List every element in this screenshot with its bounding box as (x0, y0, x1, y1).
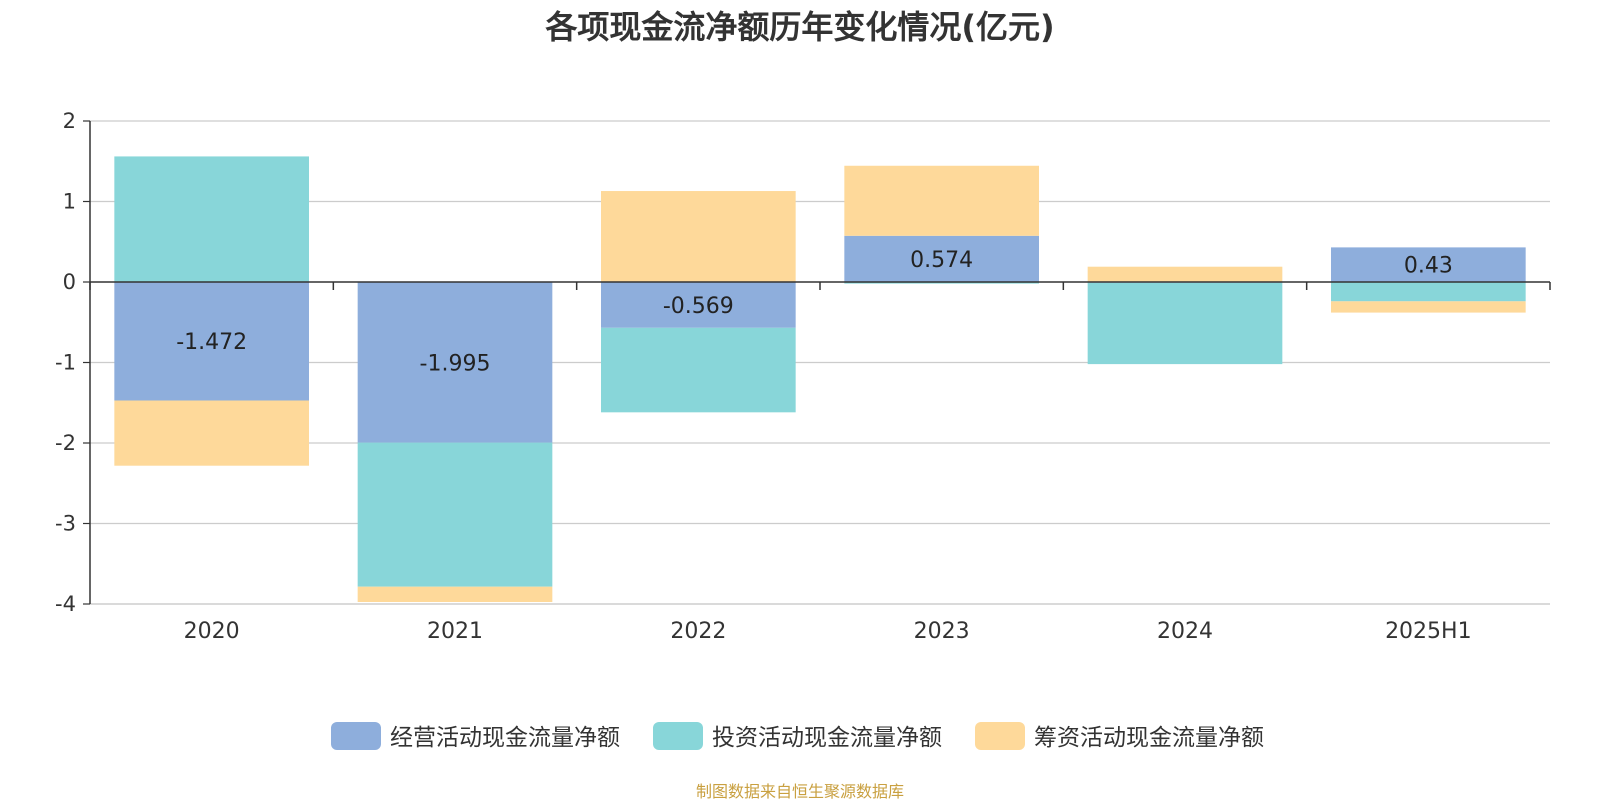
y-tick-label: 0 (63, 270, 76, 294)
y-tick-label: 2 (63, 109, 76, 133)
legend-swatch (975, 722, 1025, 750)
bar-segment (1087, 282, 1283, 365)
bar-segment (114, 156, 309, 282)
bar-segment (1331, 301, 1526, 313)
data-label: -0.569 (663, 294, 734, 319)
source-note: 制图数据来自恒生聚源数据库 (696, 782, 904, 800)
data-label: 0.574 (910, 248, 973, 273)
bar-segment (601, 191, 796, 282)
bar-segment (601, 282, 796, 328)
legend-label: 投资活动现金流量净额 (712, 725, 942, 751)
bar-segment (1331, 247, 1526, 282)
bar-segment (601, 327, 796, 413)
x-tick-label: 2021 (427, 619, 483, 644)
x-tick-label: 2020 (184, 619, 240, 644)
bar-segment (114, 282, 309, 401)
x-tick-label: 2023 (914, 619, 970, 644)
bar-segment (1331, 282, 1526, 302)
x-tick-label: 2022 (670, 619, 726, 644)
y-tick-label: -4 (55, 592, 76, 616)
legend-label: 经营活动现金流量净额 (390, 725, 620, 751)
bar-segment (357, 442, 553, 587)
y-tick-label: -1 (55, 351, 76, 375)
bar-segment (357, 586, 553, 602)
bar-segment (844, 282, 1039, 284)
y-tick-label: -3 (55, 512, 76, 536)
bar-segment (357, 282, 553, 443)
data-label: 0.43 (1404, 254, 1453, 279)
bar-segment (114, 400, 309, 466)
legend-label: 筹资活动现金流量净额 (1034, 725, 1264, 751)
y-tick-label: 1 (63, 190, 76, 214)
chart-title: 各项现金流净额历年变化情况(亿元) (545, 8, 1054, 46)
bar-segment (844, 235, 1039, 282)
legend-swatch (331, 722, 381, 750)
legend-swatch (653, 722, 703, 750)
bar-segment (844, 165, 1039, 236)
data-label: -1.995 (420, 351, 491, 376)
data-label: -1.472 (176, 330, 247, 355)
y-tick-label: -2 (55, 431, 76, 455)
bar-segment (1087, 266, 1283, 282)
x-tick-label: 2025H1 (1385, 619, 1472, 644)
x-tick-label: 2024 (1157, 619, 1213, 644)
